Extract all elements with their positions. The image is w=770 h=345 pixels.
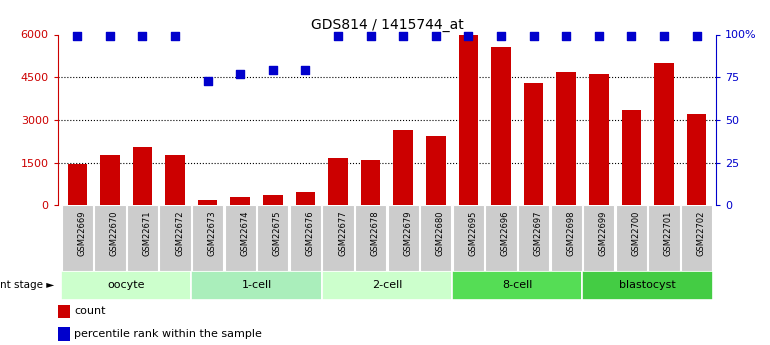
Bar xyxy=(452,271,582,300)
Bar xyxy=(551,205,582,271)
Text: oocyte: oocyte xyxy=(108,280,145,290)
Text: GSM22670: GSM22670 xyxy=(110,210,119,256)
Text: GSM22669: GSM22669 xyxy=(77,210,86,256)
Bar xyxy=(192,271,322,300)
Bar xyxy=(166,156,185,205)
Bar xyxy=(687,114,706,205)
Point xyxy=(495,33,507,39)
Bar xyxy=(420,205,451,271)
Text: GSM22673: GSM22673 xyxy=(208,210,216,256)
Bar xyxy=(322,271,452,300)
Text: GSM22699: GSM22699 xyxy=(599,210,608,256)
Bar xyxy=(58,327,69,341)
Text: development stage ►: development stage ► xyxy=(0,280,54,290)
Text: 2-cell: 2-cell xyxy=(372,280,402,290)
Point xyxy=(430,33,442,39)
Bar xyxy=(459,34,478,205)
Point xyxy=(234,71,246,77)
Point xyxy=(364,33,377,39)
Text: GSM22672: GSM22672 xyxy=(175,210,184,256)
Text: 1-cell: 1-cell xyxy=(242,280,272,290)
Bar xyxy=(290,205,321,271)
Bar xyxy=(61,271,192,300)
Bar xyxy=(393,130,413,205)
Bar xyxy=(100,156,119,205)
Bar xyxy=(524,83,544,205)
Point xyxy=(527,33,540,39)
Point xyxy=(691,33,703,39)
Text: GSM22671: GSM22671 xyxy=(142,210,152,256)
Bar xyxy=(62,205,93,271)
Point xyxy=(266,68,279,73)
Bar xyxy=(263,195,283,205)
Text: GSM22702: GSM22702 xyxy=(697,210,705,256)
Point xyxy=(169,33,181,39)
Text: GSM22674: GSM22674 xyxy=(240,210,249,256)
Text: GSM22677: GSM22677 xyxy=(338,210,347,256)
Point xyxy=(300,68,312,73)
Point xyxy=(136,33,149,39)
Bar xyxy=(192,205,223,271)
Bar xyxy=(58,305,69,318)
Text: GSM22676: GSM22676 xyxy=(306,210,314,256)
Bar xyxy=(621,110,641,205)
Bar xyxy=(557,71,576,205)
Text: count: count xyxy=(74,306,105,316)
Text: blastocyst: blastocyst xyxy=(619,280,676,290)
Bar xyxy=(582,271,713,300)
Bar xyxy=(159,205,191,271)
Text: GSM22698: GSM22698 xyxy=(566,210,575,256)
Text: GSM22679: GSM22679 xyxy=(403,210,412,256)
Bar xyxy=(132,147,152,205)
Point xyxy=(462,33,474,39)
Point xyxy=(104,33,116,39)
Bar xyxy=(518,205,549,271)
Bar xyxy=(453,205,484,271)
Bar xyxy=(127,205,158,271)
Point xyxy=(560,33,572,39)
Text: GSM22678: GSM22678 xyxy=(370,210,380,256)
Point xyxy=(202,78,214,83)
Title: GDS814 / 1415744_at: GDS814 / 1415744_at xyxy=(310,18,464,32)
Text: GSM22695: GSM22695 xyxy=(468,210,477,256)
Bar xyxy=(426,136,446,205)
Text: GSM22696: GSM22696 xyxy=(501,210,510,256)
Point xyxy=(625,33,638,39)
Bar xyxy=(485,205,517,271)
Point xyxy=(71,33,83,39)
Bar xyxy=(257,205,289,271)
Text: GSM22697: GSM22697 xyxy=(534,210,543,256)
Bar xyxy=(323,205,353,271)
Point xyxy=(332,33,344,39)
Bar xyxy=(387,205,419,271)
Bar xyxy=(648,205,680,271)
Bar xyxy=(94,205,126,271)
Text: GSM22701: GSM22701 xyxy=(664,210,673,256)
Text: percentile rank within the sample: percentile rank within the sample xyxy=(74,329,262,339)
Text: GSM22680: GSM22680 xyxy=(436,210,445,256)
Bar xyxy=(681,205,712,271)
Bar xyxy=(355,205,387,271)
Bar xyxy=(361,160,380,205)
Bar xyxy=(654,63,674,205)
Text: GSM22675: GSM22675 xyxy=(273,210,282,256)
Bar xyxy=(296,193,315,205)
Point xyxy=(658,33,670,39)
Bar xyxy=(198,199,217,205)
Bar xyxy=(230,197,250,205)
Point xyxy=(397,33,410,39)
Bar xyxy=(225,205,256,271)
Bar xyxy=(583,205,614,271)
Bar xyxy=(589,74,608,205)
Bar xyxy=(616,205,647,271)
Text: 8-cell: 8-cell xyxy=(502,280,533,290)
Bar xyxy=(68,164,87,205)
Bar xyxy=(328,158,348,205)
Bar xyxy=(491,47,511,205)
Text: GSM22700: GSM22700 xyxy=(631,210,641,256)
Point xyxy=(593,33,605,39)
